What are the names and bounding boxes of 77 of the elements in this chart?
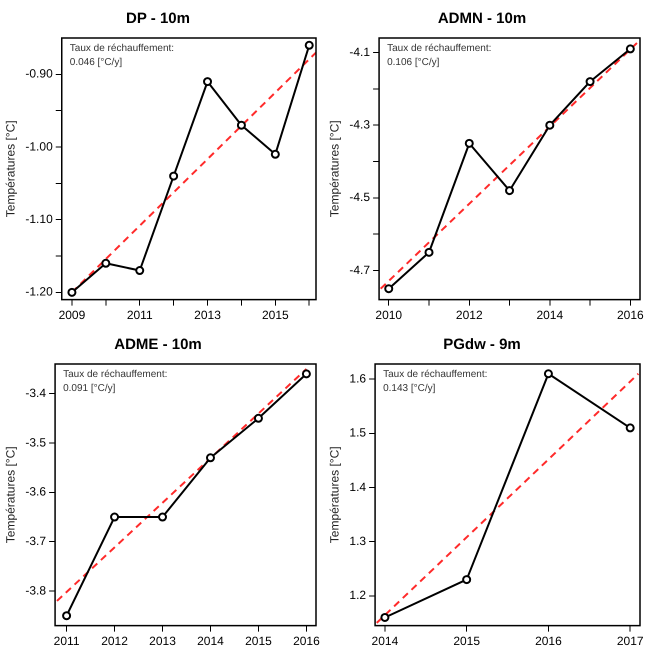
- point: [505, 186, 514, 196]
- y-tick-label: -1.10: [25, 212, 54, 226]
- x-tick-label: 2013: [194, 308, 222, 322]
- chart-title: DP - 10m: [126, 10, 190, 28]
- x-tick-label: 2011: [126, 308, 153, 322]
- point: [67, 288, 76, 297]
- x-tick-label: 2012: [101, 634, 128, 648]
- y-tick-label: -4.3: [349, 118, 370, 132]
- y-tick-label: -3.7: [25, 534, 46, 548]
- annotation: Taux de réchauffement:: [387, 42, 492, 54]
- point: [544, 369, 553, 378]
- y-tick-label: -1.20: [25, 284, 54, 299]
- point: [626, 423, 635, 432]
- annotation: 0.143 [°C/y]: [383, 382, 436, 394]
- annotation: 0.046 [°C/y]: [70, 56, 122, 68]
- point: [236, 120, 246, 130]
- y-tick-label: -1.00: [25, 139, 54, 154]
- point: [62, 611, 72, 620]
- point: [302, 369, 311, 378]
- y-tick-label: 1.4: [349, 480, 366, 494]
- point: [169, 172, 178, 181]
- y-axis-title: Températures [°C]: [328, 446, 342, 544]
- point: [586, 77, 595, 86]
- chart-title: PGdw - 9m: [443, 336, 521, 354]
- y-tick-label: -3.6: [25, 484, 46, 499]
- point: [270, 150, 280, 159]
- point: [101, 258, 110, 268]
- point: [464, 138, 474, 148]
- point: [158, 512, 168, 522]
- annotation: Taux de réchauffement:: [70, 42, 174, 54]
- x-tick-label: 2015: [453, 634, 480, 648]
- y-tick-label: -4.7: [349, 262, 370, 277]
- x-tick-label: 2016: [616, 308, 644, 322]
- y-tick-label: -4.1: [349, 44, 370, 59]
- x-tick-label: 2014: [536, 308, 564, 322]
- annotation: Taux de réchauffement:: [383, 368, 488, 380]
- point: [462, 575, 472, 584]
- point: [135, 266, 144, 276]
- x-tick-label: 2014: [197, 634, 224, 648]
- annotation: 0.091 [°C/y]: [63, 382, 116, 394]
- y-axis-title: Températures [°C]: [4, 446, 18, 544]
- y-axis-title: Températures [°C]: [328, 120, 342, 218]
- point: [203, 77, 212, 86]
- point: [424, 248, 434, 257]
- x-tick-label: 2015: [262, 308, 289, 322]
- x-tick-label: 2017: [616, 634, 644, 648]
- y-tick-label: 1.2: [349, 588, 366, 602]
- x-tick-label: 2014: [372, 634, 399, 648]
- point: [110, 512, 120, 522]
- y-tick-label: 1.3: [349, 534, 366, 548]
- point: [626, 44, 635, 54]
- x-tick-label: 2016: [535, 634, 562, 648]
- point: [545, 120, 554, 130]
- x-tick-label: 2015: [245, 634, 272, 648]
- point: [206, 453, 215, 462]
- y-tick-label: -3.4: [25, 386, 46, 400]
- annotation: 0.106 [°C/y]: [387, 56, 440, 68]
- y-tick-label: -4.5: [349, 190, 370, 204]
- chart-title: ADMN - 10m: [438, 10, 526, 28]
- y-tick-label: -3.8: [25, 583, 46, 598]
- y-tick-label: -3.5: [25, 435, 46, 450]
- annotation: Taux de réchauffement:: [63, 368, 168, 380]
- x-tick-label: 2011: [54, 634, 80, 648]
- point: [380, 612, 390, 622]
- y-tick-label: 1.6: [349, 371, 366, 386]
- point: [304, 40, 314, 50]
- x-tick-label: 2010: [375, 308, 402, 322]
- y-tick-label: -0.90: [25, 66, 54, 81]
- x-tick-label: 2016: [293, 634, 320, 648]
- chart-title: ADME - 10m: [114, 336, 202, 354]
- x-tick-label: 2009: [58, 308, 86, 322]
- point: [254, 414, 263, 423]
- x-tick-label: 2013: [149, 634, 176, 648]
- y-axis-title: Températures [°C]: [4, 120, 18, 218]
- y-tick-label: 1.5: [349, 426, 366, 440]
- point: [384, 284, 394, 294]
- x-tick-label: 2012: [456, 308, 483, 322]
